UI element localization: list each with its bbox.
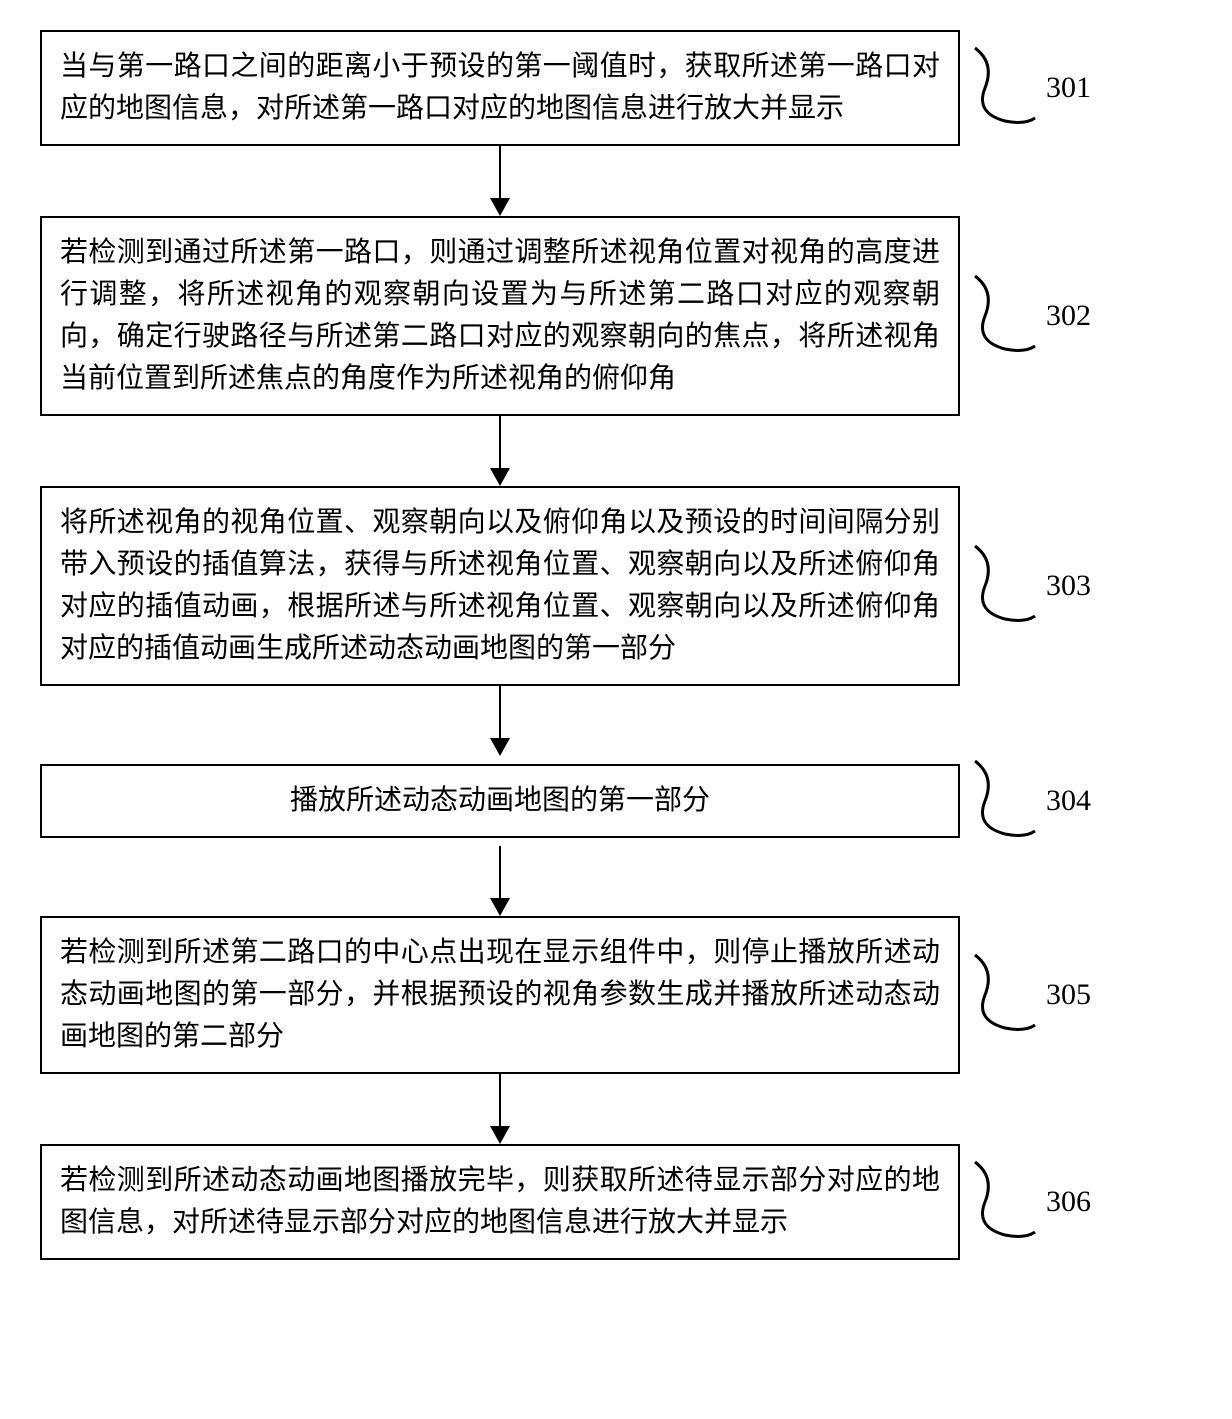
step-text: 将所述视角的视角位置、观察朝向以及俯仰角以及预设的时间间隔分别带入预设的插值算法…: [60, 507, 940, 664]
flow-step: 若检测到所述第二路口的中心点出现在显示组件中，则停止播放所述动态动画地图的第一部…: [40, 916, 1192, 1074]
step-box-303: 将所述视角的视角位置、观察朝向以及俯仰角以及预设的时间间隔分别带入预设的插值算法…: [40, 486, 960, 686]
step-text: 若检测到通过所述第一路口，则通过调整所述视角位置对视角的高度进行调整，将所述视角…: [60, 237, 940, 394]
step-label: 303: [970, 541, 1091, 631]
arrow-row: [40, 416, 1192, 486]
arrow-row: [40, 686, 1192, 756]
step-label: 301: [970, 43, 1091, 133]
flow-step: 当与第一路口之间的距离小于预设的第一阈值时，获取所述第一路口对应的地图信息，对所…: [40, 30, 1192, 146]
sine-connector-icon: [970, 541, 1040, 631]
flow-step: 若检测到通过所述第一路口，则通过调整所述视角位置对视角的高度进行调整，将所述视角…: [40, 216, 1192, 416]
step-label: 302: [970, 271, 1091, 361]
step-number: 304: [1046, 784, 1091, 818]
sine-connector-icon: [970, 756, 1040, 846]
flow-step: 将所述视角的视角位置、观察朝向以及俯仰角以及预设的时间间隔分别带入预设的插值算法…: [40, 486, 1192, 686]
step-label: 306: [970, 1157, 1091, 1247]
step-label: 304: [970, 756, 1091, 846]
step-number: 305: [1046, 978, 1091, 1012]
step-number: 306: [1046, 1185, 1091, 1219]
flow-step: 若检测到所述动态动画地图播放完毕，则获取所述待显示部分对应的地图信息，对所述待显…: [40, 1144, 1192, 1260]
flow-step: 播放所述动态动画地图的第一部分 304: [40, 756, 1192, 846]
sine-connector-icon: [970, 271, 1040, 361]
arrow-row: [40, 146, 1192, 216]
step-box-304: 播放所述动态动画地图的第一部分: [40, 764, 960, 838]
step-text: 若检测到所述动态动画地图播放完毕，则获取所述待显示部分对应的地图信息，对所述待显…: [60, 1165, 940, 1238]
step-box-301: 当与第一路口之间的距离小于预设的第一阈值时，获取所述第一路口对应的地图信息，对所…: [40, 30, 960, 146]
step-number: 301: [1046, 71, 1091, 105]
step-text: 若检测到所述第二路口的中心点出现在显示组件中，则停止播放所述动态动画地图的第一部…: [60, 937, 940, 1052]
down-arrow-icon: [490, 416, 510, 486]
step-box-302: 若检测到通过所述第一路口，则通过调整所述视角位置对视角的高度进行调整，将所述视角…: [40, 216, 960, 416]
step-number: 303: [1046, 569, 1091, 603]
step-box-306: 若检测到所述动态动画地图播放完毕，则获取所述待显示部分对应的地图信息，对所述待显…: [40, 1144, 960, 1260]
step-label: 305: [970, 950, 1091, 1040]
flowchart-container: 当与第一路口之间的距离小于预设的第一阈值时，获取所述第一路口对应的地图信息，对所…: [40, 30, 1192, 1260]
sine-connector-icon: [970, 1157, 1040, 1247]
step-text: 当与第一路口之间的距离小于预设的第一阈值时，获取所述第一路口对应的地图信息，对所…: [60, 51, 940, 124]
down-arrow-icon: [490, 686, 510, 756]
down-arrow-icon: [490, 1074, 510, 1144]
sine-connector-icon: [970, 950, 1040, 1040]
step-number: 302: [1046, 299, 1091, 333]
arrow-row: [40, 846, 1192, 916]
down-arrow-icon: [490, 846, 510, 916]
arrow-row: [40, 1074, 1192, 1144]
sine-connector-icon: [970, 43, 1040, 133]
step-box-305: 若检测到所述第二路口的中心点出现在显示组件中，则停止播放所述动态动画地图的第一部…: [40, 916, 960, 1074]
down-arrow-icon: [490, 146, 510, 216]
step-text: 播放所述动态动画地图的第一部分: [290, 785, 710, 816]
